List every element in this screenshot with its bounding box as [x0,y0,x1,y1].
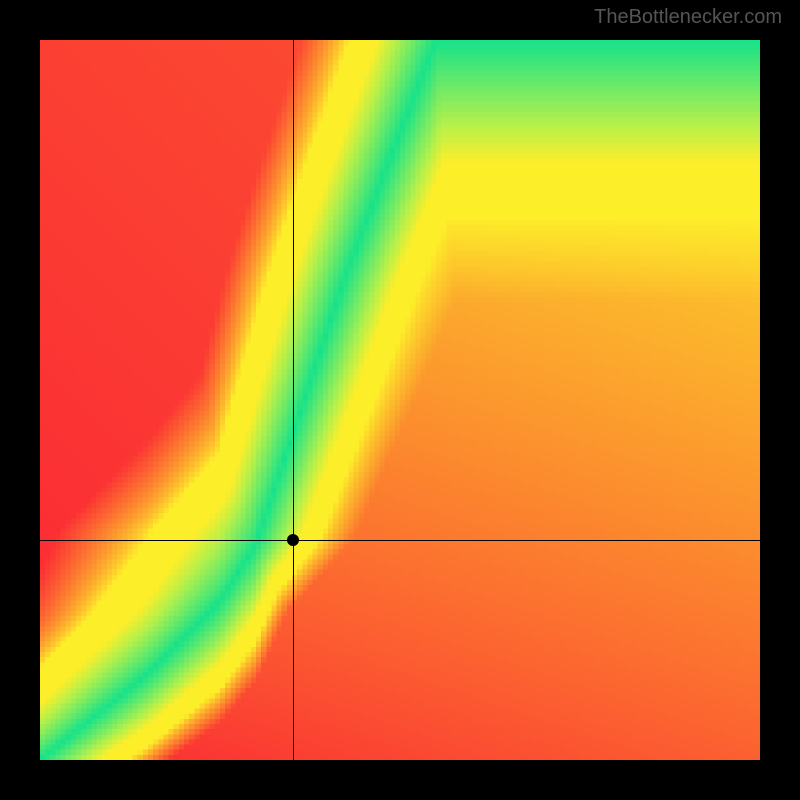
crosshair-vertical [293,40,294,760]
heatmap-canvas [40,40,760,760]
marker-point [287,534,299,546]
crosshair-horizontal [40,540,760,541]
watermark-text: TheBottlenecker.com [594,6,782,29]
chart-container: TheBottlenecker.com [0,0,800,800]
